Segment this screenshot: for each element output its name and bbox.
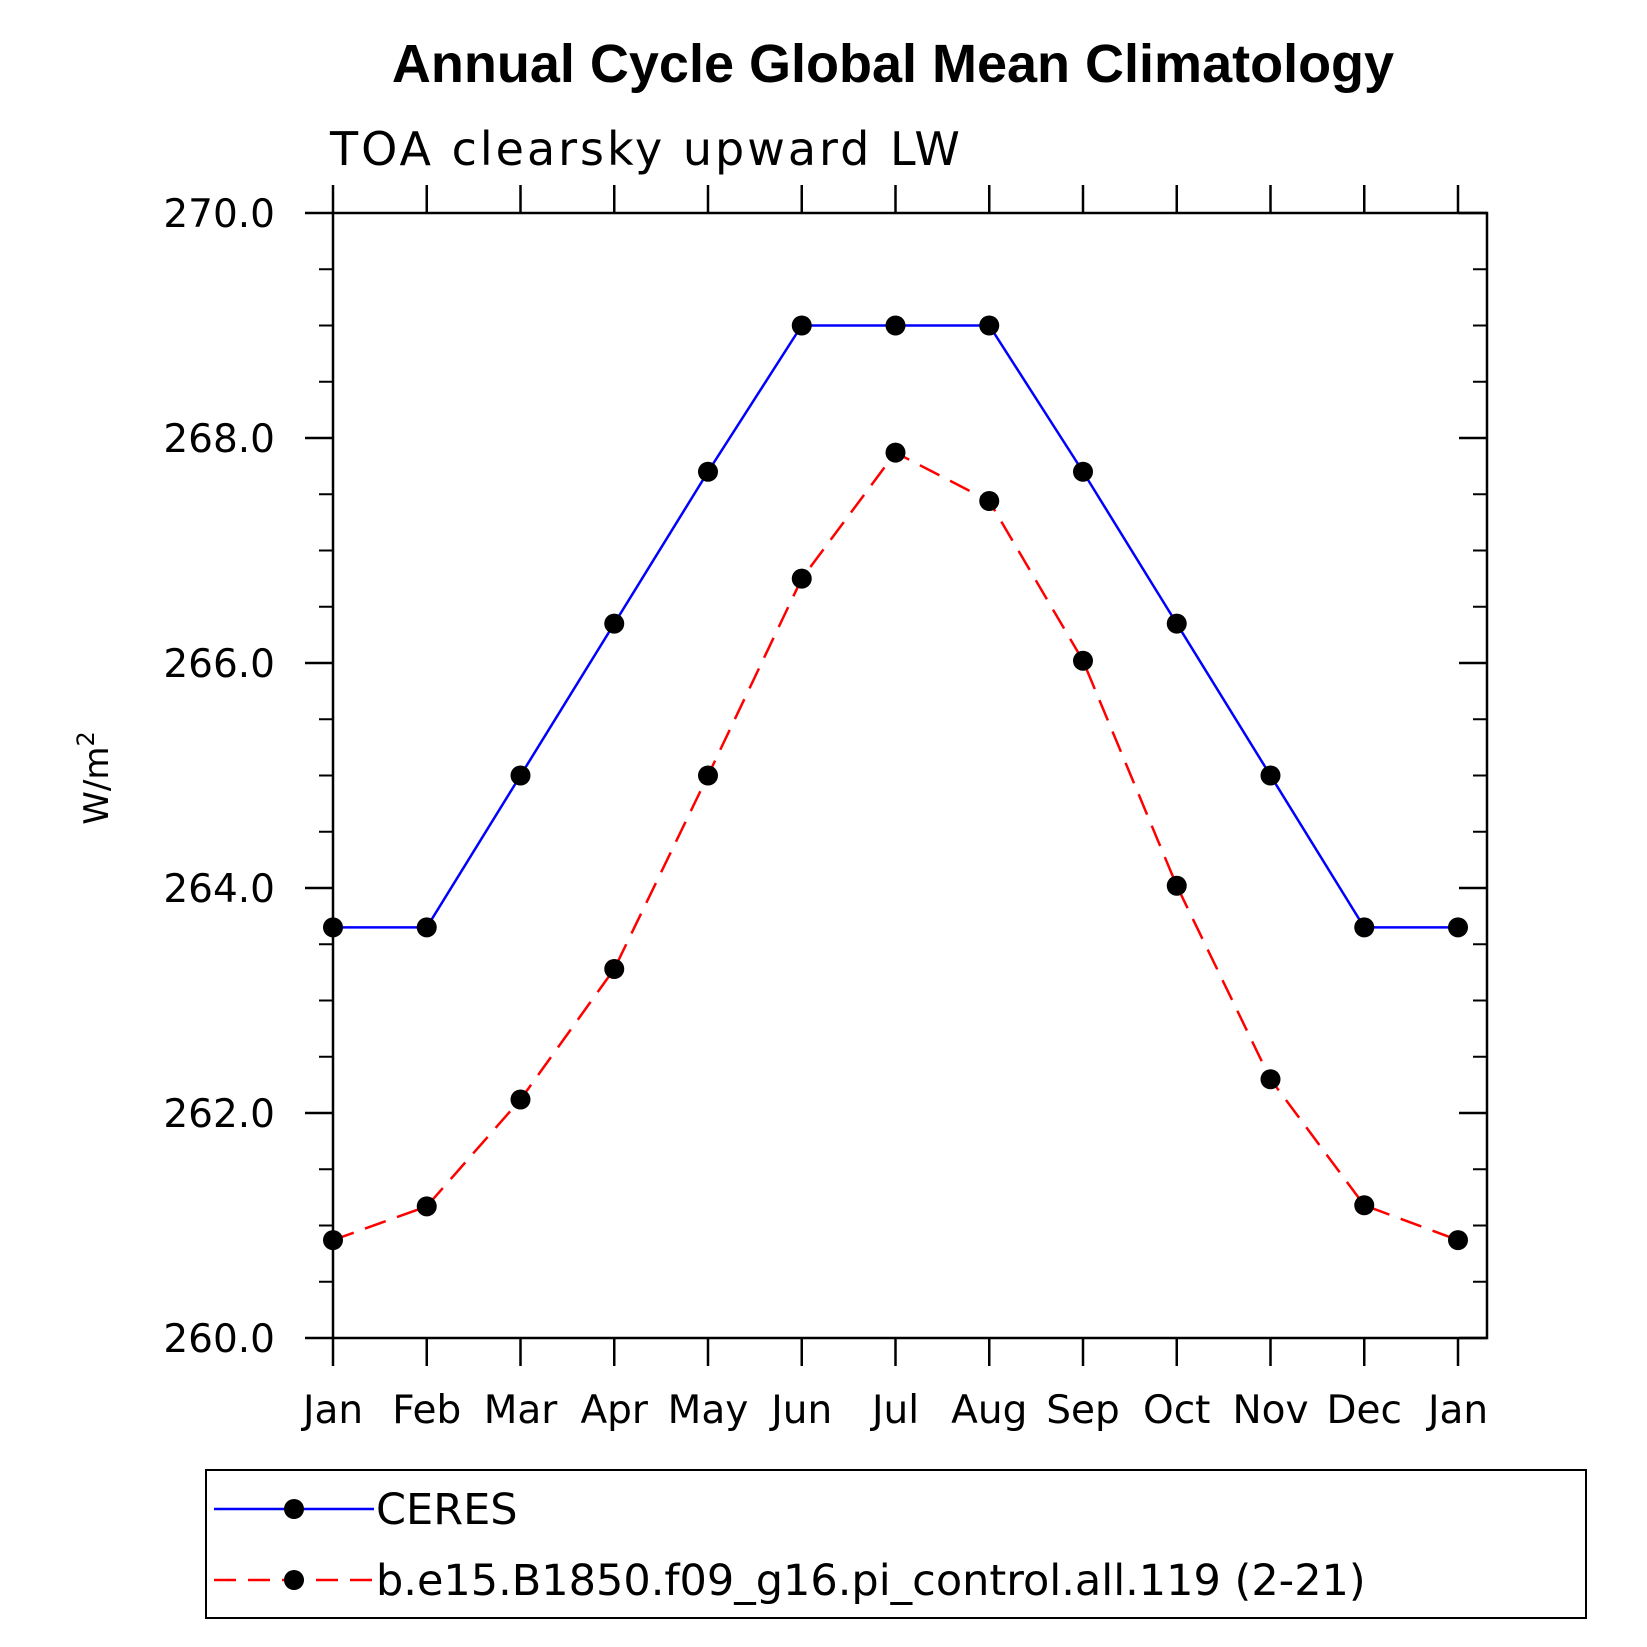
y-tick-label: 260.0 bbox=[163, 1317, 275, 1362]
series-1-point bbox=[1354, 1195, 1375, 1216]
series-1-point bbox=[416, 1196, 437, 1217]
series-0-point bbox=[1073, 461, 1093, 482]
series-line-0 bbox=[333, 324, 1458, 929]
y-tick-label: 262.0 bbox=[163, 1092, 275, 1137]
legend-box bbox=[205, 1469, 1587, 1619]
x-tick-label: Jun bbox=[768, 1388, 832, 1433]
x-tick-label: Nov bbox=[1232, 1388, 1308, 1433]
legend-marker-ceres bbox=[284, 1499, 304, 1519]
legend-label-ceres: CERES bbox=[376, 1485, 518, 1535]
series-1-point bbox=[791, 568, 812, 589]
x-tick-label: Jul bbox=[869, 1388, 919, 1433]
x-tick-label: Jan bbox=[300, 1388, 363, 1433]
series-0-point bbox=[510, 765, 531, 786]
plot-border bbox=[331, 211, 1489, 1340]
x-axis: Jan Feb Mar Apr May Jun Jul Aug Sep Oct Nov Dec Jan bbox=[300, 185, 1488, 1433]
y-axis-label-superscript: 2 bbox=[72, 731, 100, 746]
y-axis-label-text: W/m bbox=[77, 747, 117, 825]
series-0-point bbox=[1260, 765, 1281, 786]
series-1-point bbox=[1073, 650, 1093, 671]
x-tick-label: Oct bbox=[1143, 1388, 1210, 1433]
series-0-point bbox=[698, 461, 718, 482]
x-tick-label: Mar bbox=[484, 1388, 559, 1433]
chart-title: Annual Cycle Global Mean Climatology bbox=[392, 34, 1394, 94]
y-tick-label: 270.0 bbox=[163, 192, 275, 237]
series-0-point bbox=[979, 315, 1000, 336]
series-1-point bbox=[698, 765, 718, 786]
x-tick-label: Apr bbox=[581, 1388, 649, 1433]
series-0-point bbox=[323, 917, 343, 938]
y-tick-label: 264.0 bbox=[163, 867, 275, 912]
series-0-point bbox=[885, 315, 906, 336]
series-layer bbox=[323, 315, 1468, 1251]
series-1-point bbox=[979, 491, 1000, 511]
legend-label-model: b.e15.B1850.f09_g16.pi_control.all.119 (… bbox=[376, 1556, 1366, 1606]
series-1-point bbox=[1166, 875, 1187, 896]
x-tick-label: Dec bbox=[1327, 1388, 1402, 1433]
y-tick-label: 268.0 bbox=[163, 417, 275, 462]
series-1-point bbox=[1260, 1069, 1281, 1090]
series-0-point bbox=[1166, 613, 1187, 634]
series-line-1 bbox=[332, 451, 1459, 1242]
series-0-point bbox=[604, 613, 625, 634]
series-0-point bbox=[791, 315, 812, 336]
legend-marker-model bbox=[284, 1570, 304, 1590]
y-tick-label: 266.0 bbox=[163, 642, 275, 687]
x-tick-label: Aug bbox=[951, 1388, 1027, 1433]
x-tick-label: Sep bbox=[1046, 1388, 1120, 1433]
x-tick-label: Feb bbox=[392, 1388, 461, 1433]
legend: CERES b.e15.B1850.f09_g16.pi_control.all… bbox=[205, 1469, 1587, 1619]
x-tick-label: Jan bbox=[1425, 1388, 1488, 1433]
y-axis-label: W/m2 bbox=[72, 731, 117, 824]
series-1-point bbox=[604, 959, 625, 979]
x-tick-label: May bbox=[668, 1388, 749, 1433]
series-1-point bbox=[885, 442, 906, 463]
series-0-point bbox=[416, 917, 437, 938]
series-1-point bbox=[323, 1230, 343, 1251]
plot-frame bbox=[331, 211, 1489, 1340]
series-0-point bbox=[1448, 917, 1468, 938]
series-0-point bbox=[1354, 917, 1375, 938]
series-1-point bbox=[510, 1089, 531, 1110]
y-axis: 260.0 262.0 264.0 266.0 268.0 270.0 bbox=[163, 192, 1487, 1362]
chart-subtitle: TOA clearsky upward LW bbox=[329, 122, 963, 176]
series-1-point bbox=[1448, 1230, 1468, 1251]
